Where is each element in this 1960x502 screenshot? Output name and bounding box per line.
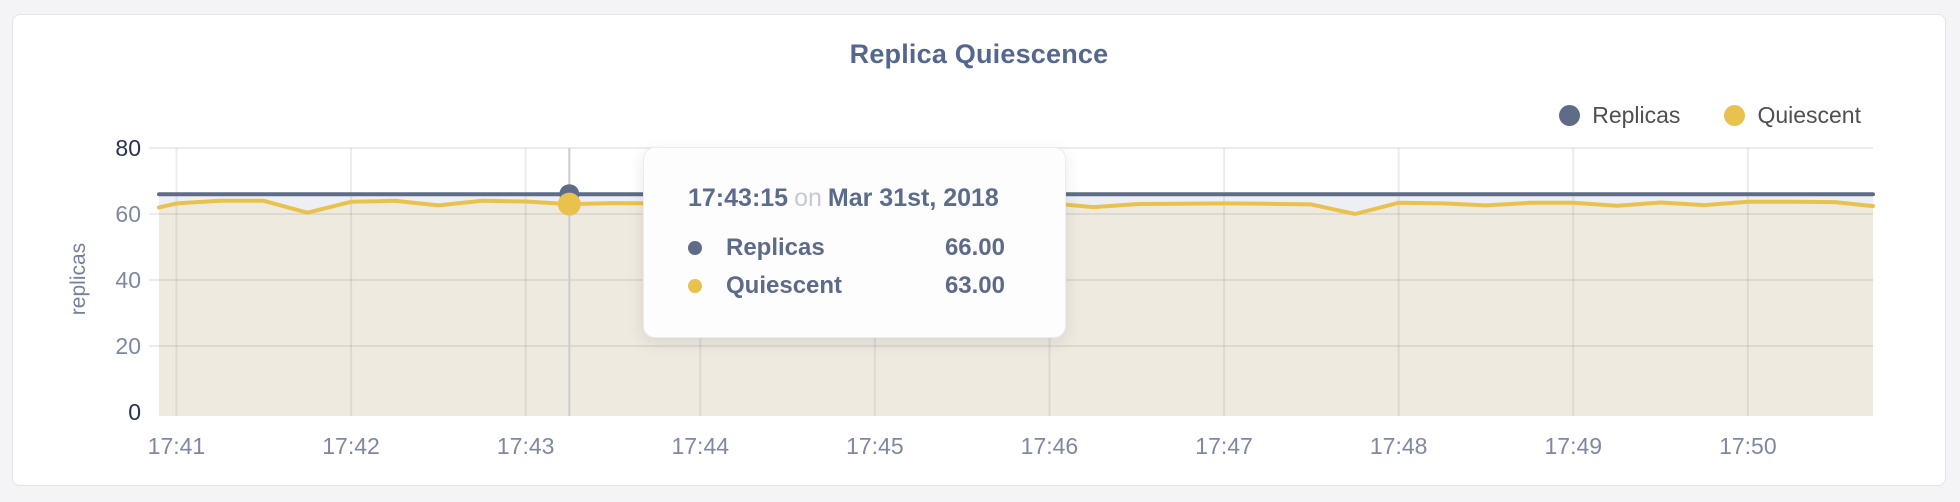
x-tick-label: 17:46 xyxy=(1021,433,1079,459)
tooltip-header: 17:43:15 on Mar 31st, 2018 xyxy=(688,184,1005,213)
legend-item-quiescent[interactable]: Quiescent xyxy=(1724,102,1861,129)
chart-card: 0 20 40 60 80 17:41 17:42 17:43 17:44 17:45 17:46 1… xyxy=(12,14,1946,486)
legend: Replicas Quiescent xyxy=(1559,102,1861,129)
y-tick-label: 40 xyxy=(115,267,141,293)
legend-label-replicas: Replicas xyxy=(1592,102,1681,128)
tooltip-date: Mar 31st, 2018 xyxy=(827,184,999,212)
tooltip-label-replicas: Replicas xyxy=(726,234,825,261)
tooltip-row-replicas: Replicas 66.00 xyxy=(688,229,1005,267)
quiescent-hover-marker-icon xyxy=(557,192,581,216)
tooltip-rows: Replicas 66.00 Quiescent 63.00 xyxy=(688,229,1005,305)
x-tick-label: 17:47 xyxy=(1195,433,1253,459)
y-tick-label: 80 xyxy=(115,135,141,161)
tooltip-time: 17:43:15 xyxy=(688,184,789,212)
y-tick-label: 0 xyxy=(128,399,141,425)
x-tick-label: 17:41 xyxy=(148,433,206,459)
quiescent-dot-icon xyxy=(688,279,702,293)
y-axis-title: replicas xyxy=(67,242,91,316)
tooltip-value-quiescent: 63.00 xyxy=(944,272,1005,299)
tooltip-connector: on xyxy=(794,184,822,212)
y-tick-label: 60 xyxy=(115,201,141,227)
y-tick-label: 20 xyxy=(115,333,141,359)
x-tick-label: 17:43 xyxy=(497,433,555,459)
x-tick-label: 17:45 xyxy=(846,433,904,459)
replicas-dot-icon xyxy=(688,241,702,255)
tooltip-label-quiescent: Quiescent xyxy=(726,272,843,299)
chart-title: Replica Quiescence xyxy=(849,39,1109,69)
x-tick-label: 17:50 xyxy=(1719,433,1777,459)
chart-tooltip: 17:43:15 on Mar 31st, 2018 Replicas 66.00 … xyxy=(643,147,1066,338)
legend-item-replicas[interactable]: Replicas xyxy=(1559,102,1680,129)
tooltip-value-replicas: 66.00 xyxy=(944,234,1005,261)
x-tick-label: 17:48 xyxy=(1370,433,1428,459)
replicas-legend-dot-icon xyxy=(1559,105,1581,126)
tooltip-row-quiescent: Quiescent 63.00 xyxy=(688,267,1005,305)
x-tick-label: 17:49 xyxy=(1544,433,1602,459)
x-tick-label: 17:44 xyxy=(671,433,729,459)
legend-label-quiescent: Quiescent xyxy=(1757,102,1861,128)
x-tick-label: 17:42 xyxy=(322,433,380,459)
quiescent-legend-dot-icon xyxy=(1724,105,1746,126)
